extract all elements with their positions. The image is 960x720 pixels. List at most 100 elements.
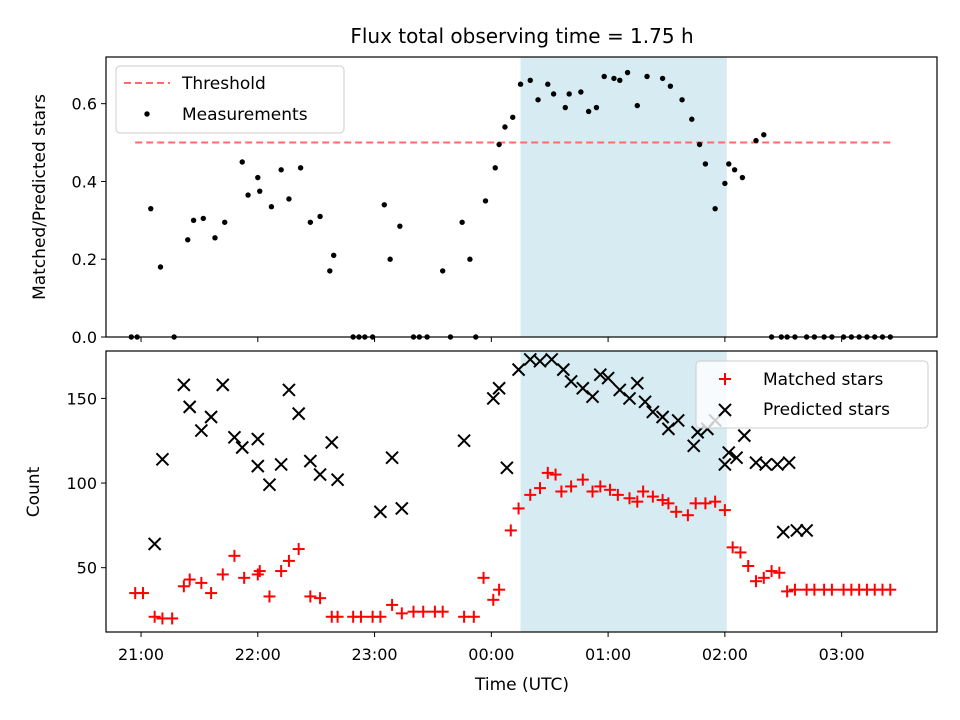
predicted-star-point bbox=[251, 432, 265, 446]
matched-star-point bbox=[565, 480, 578, 493]
predicted-star-point bbox=[395, 501, 409, 516]
matched-star-point bbox=[253, 565, 266, 578]
measurement-point bbox=[550, 91, 557, 97]
matched-star-point bbox=[781, 585, 794, 598]
measurement-point bbox=[702, 161, 709, 167]
matched-star-point bbox=[331, 610, 344, 623]
x-axis-label: Time (UTC) bbox=[474, 675, 569, 695]
matched-star-point bbox=[788, 583, 801, 596]
predicted-star-point bbox=[601, 371, 615, 385]
highlight-span bbox=[520, 57, 727, 337]
measurement-point bbox=[689, 116, 695, 122]
legend-predicted-swatch bbox=[718, 403, 732, 417]
measurement-point bbox=[467, 256, 473, 262]
predicted-star-point bbox=[330, 472, 345, 487]
predicted-star-point bbox=[533, 354, 547, 368]
predicted-star-point bbox=[638, 395, 652, 409]
measurement-point bbox=[327, 268, 333, 274]
matched-star-point bbox=[304, 590, 317, 603]
matched-star-point bbox=[205, 587, 218, 600]
top-y-tick-label: 0.0 bbox=[72, 328, 97, 347]
measurement-point bbox=[330, 252, 337, 259]
predicted-star-point bbox=[235, 440, 249, 455]
measurement-point bbox=[726, 161, 732, 167]
matched-star-point bbox=[662, 497, 675, 510]
measurement-point bbox=[562, 104, 568, 111]
matched-star-point bbox=[216, 568, 229, 581]
predicted-star-point bbox=[313, 467, 327, 482]
measurement-point bbox=[667, 83, 674, 89]
top-legend: Threshold Measurements bbox=[115, 65, 345, 134]
matched-star-point bbox=[604, 483, 617, 496]
matched-star-point bbox=[631, 495, 644, 508]
measurement-point bbox=[535, 97, 541, 103]
matched-star-point bbox=[417, 605, 430, 618]
matched-star-point bbox=[765, 565, 778, 578]
predicted-star-point bbox=[544, 352, 559, 367]
predicted-star-point bbox=[486, 391, 500, 406]
matched-star-point bbox=[594, 480, 607, 493]
measurement-point bbox=[578, 89, 584, 95]
measurement-point bbox=[517, 81, 524, 87]
measurement-point bbox=[510, 114, 516, 120]
predicted-star-point bbox=[799, 523, 814, 538]
legend-measurements-label: Measurements bbox=[182, 105, 308, 125]
ratio-panel: 0.0 0.2 0.4 0.6 Matched/Predicted stars Thr… bbox=[30, 56, 938, 347]
top-y-tick-label: 0.2 bbox=[72, 250, 97, 269]
predicted-star-point bbox=[303, 454, 318, 468]
predicted-star-point bbox=[262, 478, 277, 492]
matched-star-point bbox=[493, 583, 506, 596]
matched-star-point bbox=[136, 587, 149, 600]
matched-star-point bbox=[699, 497, 712, 510]
predicted-star-point bbox=[227, 430, 242, 445]
legend-matched-label: Matched stars bbox=[763, 370, 883, 390]
measurement-point bbox=[593, 104, 600, 111]
measurement-point bbox=[397, 223, 403, 229]
measurement-point bbox=[257, 188, 263, 194]
bottom-y-axis-label: Count bbox=[24, 466, 44, 517]
measurement-point bbox=[611, 75, 617, 82]
matched-star-point bbox=[742, 559, 755, 572]
predicted-star-point bbox=[687, 439, 701, 453]
top-y-axis-label: Matched/Predicted stars bbox=[30, 94, 50, 300]
measurement-point bbox=[439, 268, 446, 274]
measurement-point bbox=[585, 108, 592, 115]
measurement-point bbox=[696, 141, 703, 148]
matched-star-point bbox=[637, 485, 650, 498]
matched-star-point bbox=[263, 590, 276, 603]
measurement-point bbox=[502, 124, 508, 130]
matched-star-point bbox=[884, 583, 897, 596]
matched-star-point bbox=[718, 504, 731, 517]
predicted-star-point bbox=[776, 525, 790, 539]
predicted-star-point bbox=[177, 378, 191, 392]
matched-star-point bbox=[354, 610, 367, 623]
highlight-span bbox=[520, 351, 727, 632]
measurement-point bbox=[722, 180, 728, 187]
predicted-star-point bbox=[251, 459, 265, 473]
matched-star-point bbox=[238, 571, 251, 584]
bottom-y-tick-label: 100 bbox=[66, 474, 97, 493]
measurement-point bbox=[255, 174, 261, 181]
matched-star-point bbox=[825, 583, 838, 596]
matched-star-point bbox=[395, 607, 408, 620]
predicted-star-point bbox=[182, 400, 197, 414]
matched-star-point bbox=[549, 468, 562, 481]
matched-star-point bbox=[314, 592, 327, 605]
predicted-star-point bbox=[274, 457, 288, 472]
matched-star-point bbox=[436, 605, 449, 618]
matched-star-point bbox=[586, 485, 599, 498]
predicted-star-point bbox=[722, 445, 736, 460]
matched-star-point bbox=[282, 554, 295, 567]
measurement-point bbox=[200, 215, 207, 222]
matched-star-point bbox=[177, 580, 190, 593]
predicted-star-point bbox=[556, 362, 571, 377]
measurement-point bbox=[148, 205, 154, 212]
matched-star-point bbox=[275, 565, 288, 578]
predicted-star-point bbox=[291, 406, 306, 421]
matched-star-point bbox=[773, 566, 786, 579]
measurement-point bbox=[297, 165, 304, 171]
x-tick-label: 21:00 bbox=[118, 645, 164, 664]
top-y-tick-label: 0.6 bbox=[72, 95, 97, 114]
predicted-star-point bbox=[492, 381, 506, 395]
